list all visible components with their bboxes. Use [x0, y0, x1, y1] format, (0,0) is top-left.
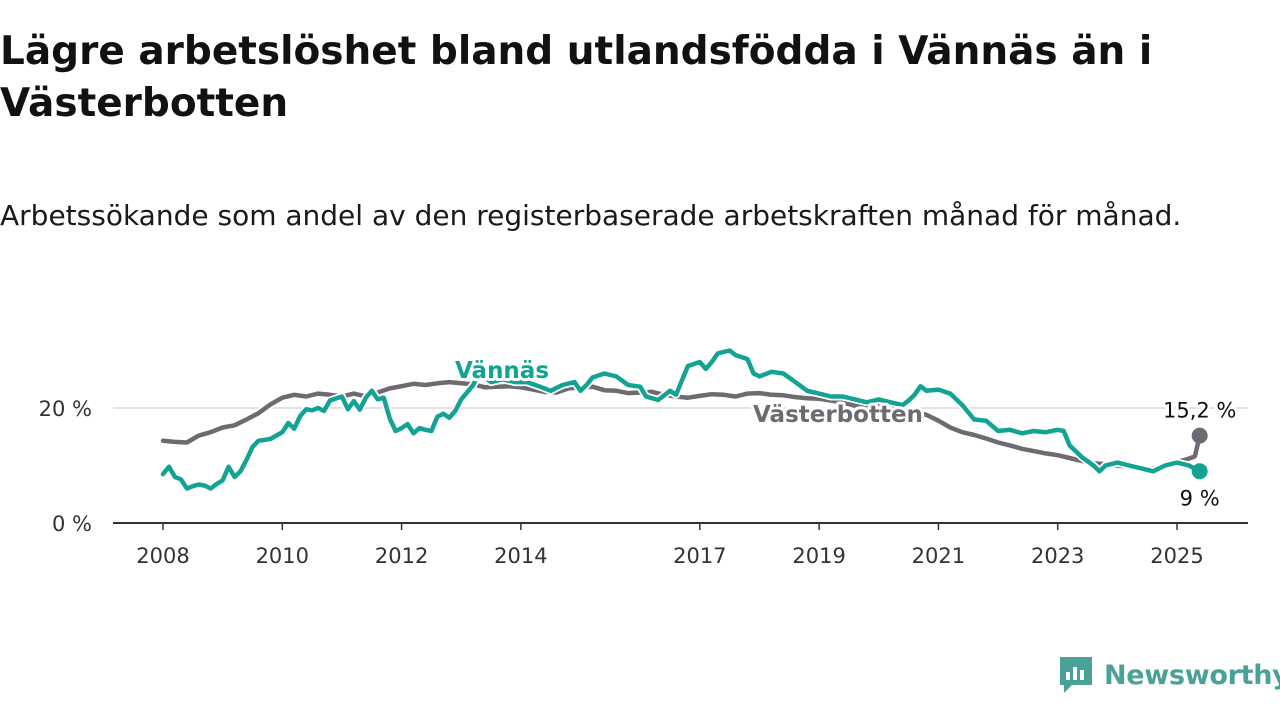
- x-tick-label: 2012: [375, 544, 428, 568]
- x-tick-label: 2019: [792, 544, 845, 568]
- chart-title: Lägre arbetslöshet bland utlandsfödda i …: [0, 29, 1153, 126]
- brand-name: Newsworthy: [1104, 659, 1280, 691]
- end-point-vannas: [1191, 463, 1208, 480]
- x-tick-label: 2025: [1150, 544, 1203, 568]
- line-chart: 0 % 20 % 2008 2010 2012 2014 2017 2019 2021 2023 2…: [39, 346, 1248, 568]
- x-tick-label: 2023: [1031, 544, 1084, 568]
- series-line-halo: [159, 346, 1204, 493]
- series-label-vannas-halo: Vännäs: [455, 358, 549, 384]
- x-tick-label: 2010: [256, 544, 309, 568]
- end-label-vannas-halo: 9 %: [1180, 486, 1220, 510]
- x-tick-label: 2014: [494, 544, 547, 568]
- series-label-vasterbotten-halo: Västerbotten: [753, 402, 923, 428]
- chart-subtitle: Arbetssökande som andel av den registerb…: [0, 199, 1182, 232]
- series-line-vannas: [160, 348, 1202, 491]
- x-tick-label: 2021: [912, 544, 965, 568]
- series-layer: [159, 346, 1208, 493]
- newsworthy-logo-icon: [1060, 657, 1092, 693]
- end-point-vasterbotten: [1191, 427, 1208, 444]
- end-label-vasterbotten: 15,2 %: [1163, 399, 1236, 423]
- newsworthy-logo: Newsworthy: [1058, 654, 1280, 696]
- x-tick-label: 2017: [673, 544, 726, 568]
- series-label-vannas: Vännäs: [455, 358, 549, 384]
- end-label-vasterbotten-halo: 15,2 %: [1163, 399, 1236, 423]
- y-tick-label: 0 %: [52, 512, 92, 536]
- end-label-vannas: 9 %: [1180, 486, 1220, 510]
- series-label-vasterbotten: Västerbotten: [753, 402, 923, 428]
- axis-layer: 0 % 20 % 2008 2010 2012 2014 2017 2019 2021 2023 2…: [39, 397, 1248, 568]
- x-tick-label: 2008: [136, 544, 189, 568]
- y-tick-label: 20 %: [39, 397, 92, 421]
